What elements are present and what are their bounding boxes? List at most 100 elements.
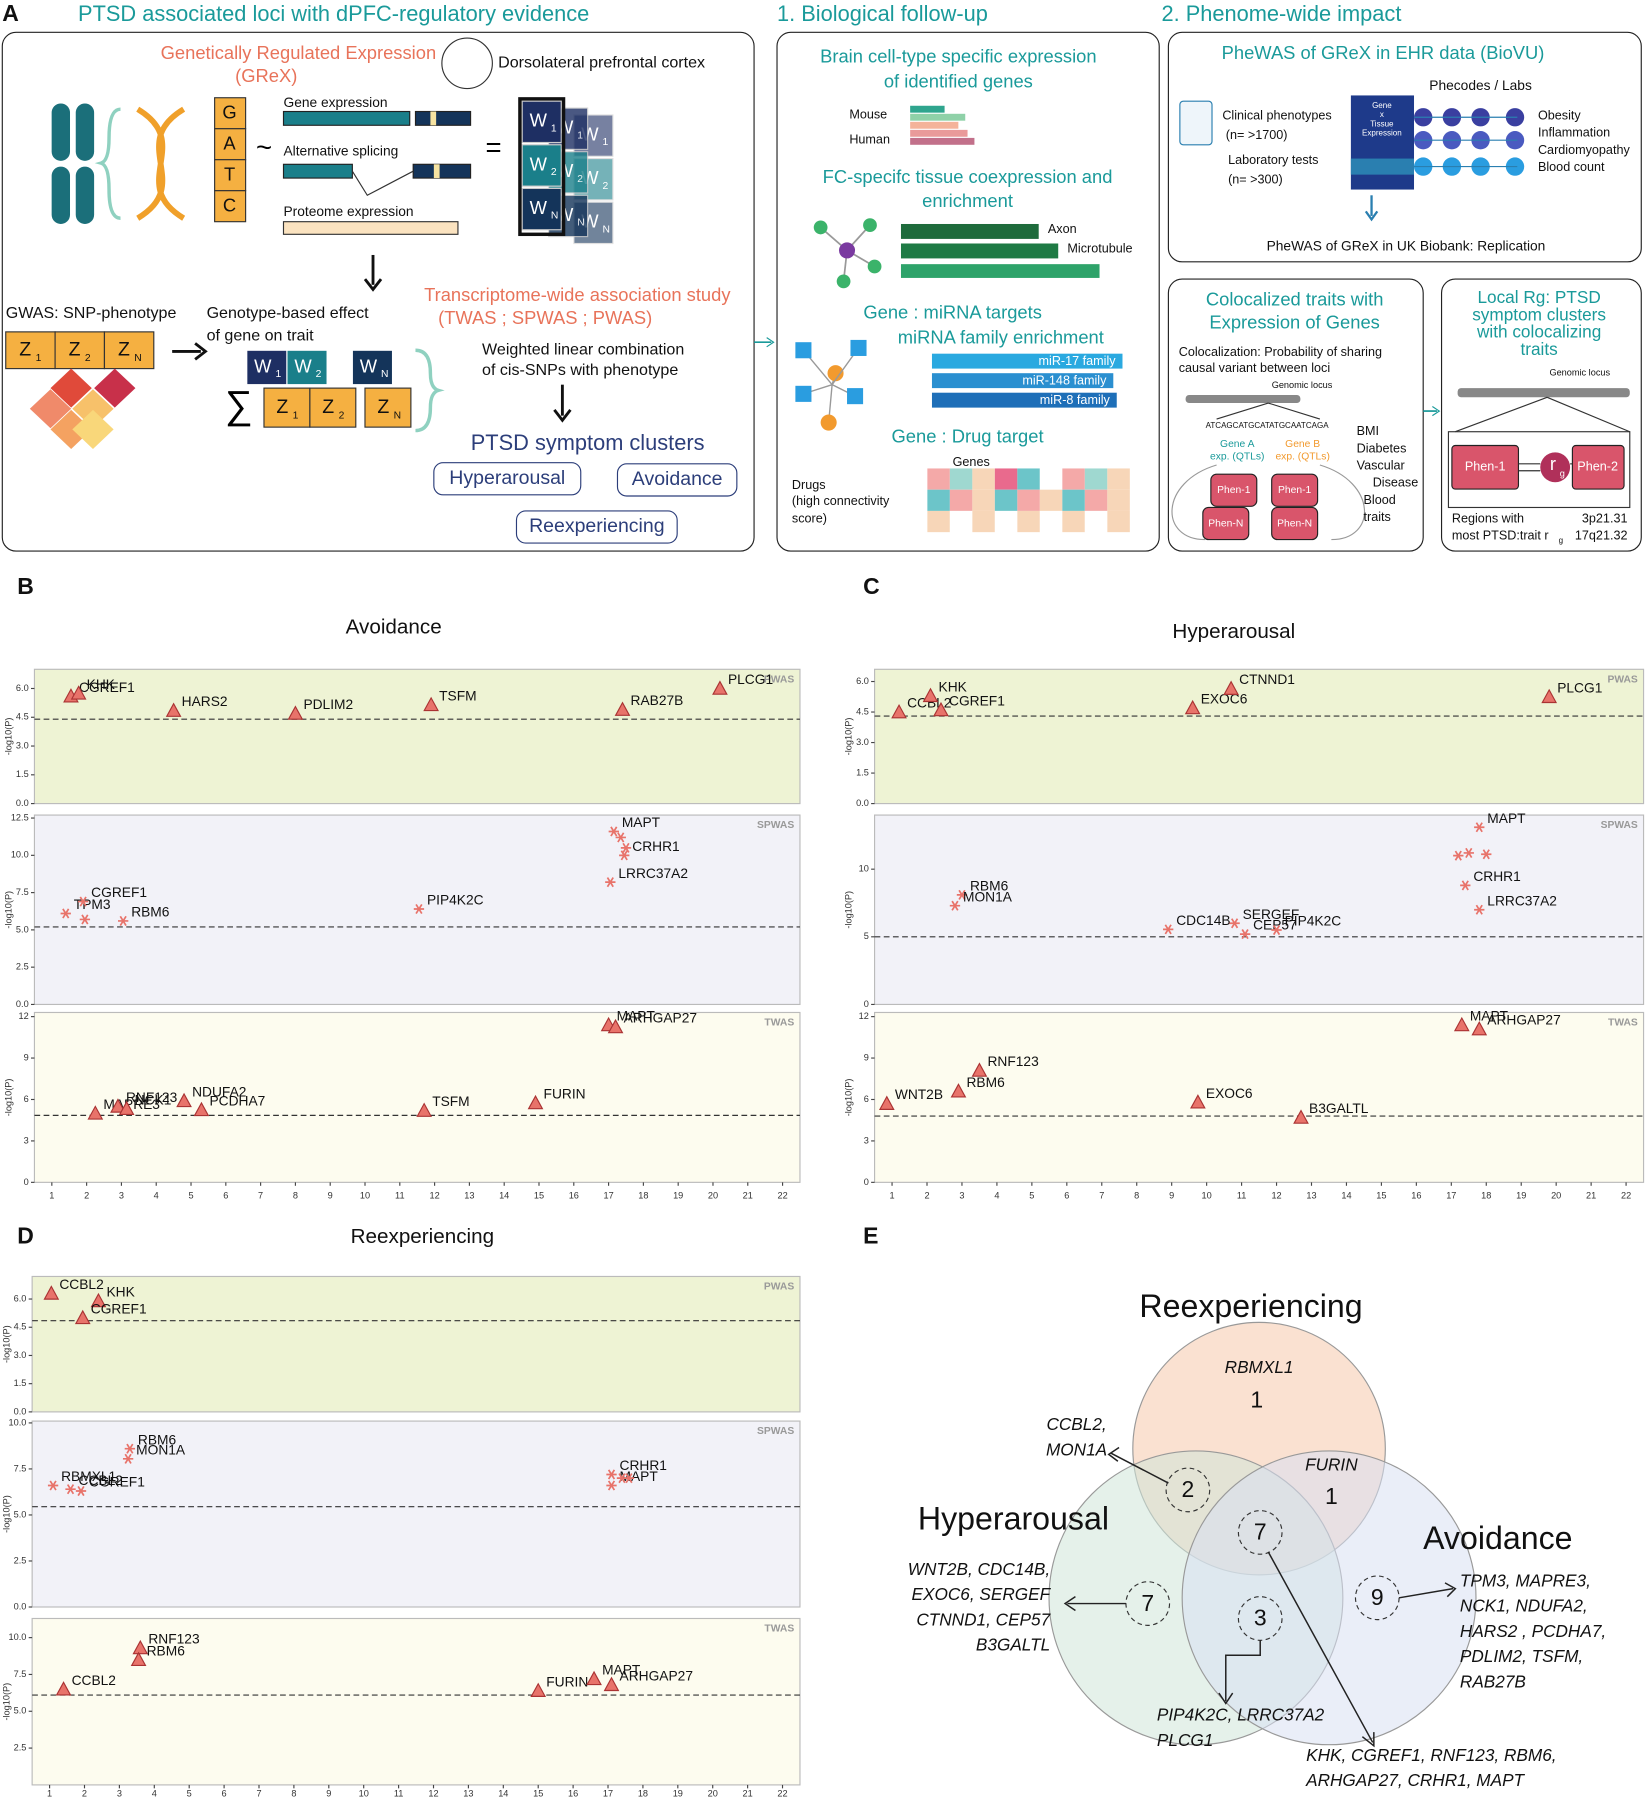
label: miR-8 family <box>1040 393 1111 407</box>
panel-title: PTSD associated loci with dPFC-regulator… <box>78 1 589 26</box>
label: (GReX) <box>235 65 297 86</box>
enrichment-bar <box>900 264 1100 278</box>
count-ring <box>1165 1467 1211 1513</box>
label: Clinical phenotypes <box>1222 108 1331 122</box>
point <box>118 1100 135 1116</box>
y-tick-label: 3.0 <box>14 1350 27 1360</box>
network-node <box>850 339 867 356</box>
point-label: FURIN <box>544 1087 586 1102</box>
y-tick-label: 0 <box>864 1177 869 1187</box>
label: Z <box>19 338 31 360</box>
y-tick-label: 0 <box>864 999 869 1009</box>
x-tick-label: 10 <box>359 1789 369 1799</box>
heatmap-cell <box>949 468 973 490</box>
label: N <box>134 353 141 364</box>
label: Laboratory tests <box>1228 153 1318 167</box>
point-label: CRHR1 <box>620 1458 667 1473</box>
label: G <box>222 102 236 123</box>
point-label: MON1A <box>963 889 1013 904</box>
point <box>87 1105 104 1120</box>
x-tick-label: 19 <box>673 1191 683 1201</box>
label: (n= >1700) <box>1226 128 1288 142</box>
label: FC-specifc tissue coexpression and <box>823 166 1113 187</box>
network-node <box>820 414 837 431</box>
y-tick-label: 6 <box>864 1094 869 1104</box>
point-label: CCBL2 <box>72 1673 116 1688</box>
heatmap-cell <box>1039 489 1063 511</box>
label: Cardiomyopathy <box>1538 143 1631 157</box>
point-label: MAPT <box>602 1662 641 1677</box>
label: 2 <box>85 353 91 364</box>
point-label: KHK <box>939 679 968 694</box>
y-axis-label: -log10(P) <box>844 1079 854 1117</box>
point <box>615 832 626 843</box>
y-tick-label: 9 <box>864 1052 869 1062</box>
point <box>950 1083 967 1098</box>
set-label: Hyperarousal <box>918 1500 1109 1536</box>
y-axis-label: -log10(P) <box>1 1325 11 1363</box>
y-tick-label: 3.0 <box>16 740 29 750</box>
label: Hyperarousal <box>449 467 565 489</box>
point <box>1271 924 1282 936</box>
point-label: RBM6 <box>131 905 170 920</box>
label: Z <box>69 338 81 360</box>
point-label: CGREF1 <box>79 680 135 695</box>
x-tick-label: 7 <box>256 1789 261 1799</box>
network-node <box>867 259 882 274</box>
label: (TWAS ; SPWAS ; PWAS) <box>438 307 652 328</box>
label: causal variant between loci <box>1179 361 1330 375</box>
x-tick-label: 4 <box>994 1191 999 1201</box>
network-node <box>847 388 864 405</box>
shape <box>430 111 437 126</box>
shape <box>282 163 353 179</box>
y-tick-label: 0.0 <box>14 1406 27 1416</box>
y-tick-label: 6.0 <box>14 1293 27 1303</box>
count-ring <box>1237 1510 1283 1555</box>
arrowhead <box>1361 1732 1375 1748</box>
x-tick-label: 4 <box>154 1191 159 1201</box>
point <box>117 915 129 926</box>
label: Z <box>118 338 130 360</box>
label: 2 <box>316 369 322 380</box>
y-tick-label: 3 <box>24 1135 29 1145</box>
connector <box>1267 1551 1374 1743</box>
label: ATCAGCATGCATATGCAATCAGA <box>1206 421 1330 430</box>
label: Phen-N <box>1277 518 1312 529</box>
point-label: NDUFA2 <box>192 1084 246 1099</box>
y-tick-label: 0 <box>24 1177 29 1187</box>
weight-stack: W 1W 2W N <box>521 100 562 231</box>
point-label: CGREF1 <box>89 1475 145 1490</box>
point <box>1190 1094 1206 1109</box>
point-label: PCDHA7 <box>209 1093 265 1108</box>
heatmap-cell <box>1039 510 1063 533</box>
z-box <box>309 387 357 428</box>
gene-list: CCBL2, <box>1046 1414 1106 1434</box>
x-tick-label: 21 <box>743 1191 753 1201</box>
y-tick-label: 7.5 <box>16 887 29 897</box>
plot-area <box>874 668 1645 805</box>
symbol: = <box>485 132 501 163</box>
x-tick-label: 5 <box>187 1789 192 1799</box>
x-tick-label: 20 <box>708 1191 718 1201</box>
phen-box <box>1202 506 1250 541</box>
label: PTSD symptom clusters <box>471 430 705 455</box>
point <box>60 908 71 919</box>
point <box>1453 1016 1470 1032</box>
heatmap-cell <box>927 489 950 511</box>
point-label: CGREF1 <box>91 1301 147 1316</box>
y-axis-label: -log10(P) <box>1 1683 11 1721</box>
phen-box <box>1271 506 1319 541</box>
rg-frame <box>1447 431 1631 509</box>
shape <box>75 166 95 224</box>
point <box>77 896 89 907</box>
point-label: MAPT <box>1487 811 1526 826</box>
x-tick-label: 3 <box>119 1191 124 1201</box>
panel-box <box>776 31 1160 552</box>
x-tick-label: 17 <box>603 1191 613 1201</box>
gene-list: KHK, CGREF1, RNF123, RBM6, <box>1306 1745 1556 1765</box>
arrowhead <box>194 342 208 361</box>
plot-tag: PWAS <box>764 1282 794 1293</box>
x-tick-label: 16 <box>569 1191 579 1201</box>
cluster-pill <box>616 463 738 497</box>
label: Blood count <box>1538 160 1605 174</box>
